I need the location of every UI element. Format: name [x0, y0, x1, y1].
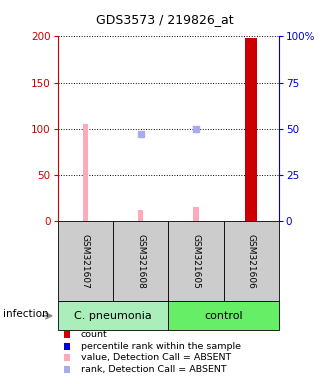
Bar [82, 124, 88, 221]
Text: GSM321608: GSM321608 [136, 234, 145, 288]
Bar [138, 210, 144, 221]
Text: percentile rank within the sample: percentile rank within the sample [81, 342, 241, 351]
Text: infection: infection [3, 309, 49, 319]
Text: control: control [204, 311, 243, 321]
Bar [193, 207, 199, 221]
Text: rank, Detection Call = ABSENT: rank, Detection Call = ABSENT [81, 365, 226, 374]
Bar [245, 38, 257, 221]
Text: GDS3573 / 219826_at: GDS3573 / 219826_at [96, 13, 234, 26]
Text: C. pneumonia: C. pneumonia [74, 311, 152, 321]
Text: GSM321607: GSM321607 [81, 234, 90, 288]
Text: GSM321606: GSM321606 [247, 234, 256, 288]
Text: value, Detection Call = ABSENT: value, Detection Call = ABSENT [81, 353, 231, 362]
Text: count: count [81, 330, 108, 339]
Text: GSM321605: GSM321605 [191, 234, 200, 288]
